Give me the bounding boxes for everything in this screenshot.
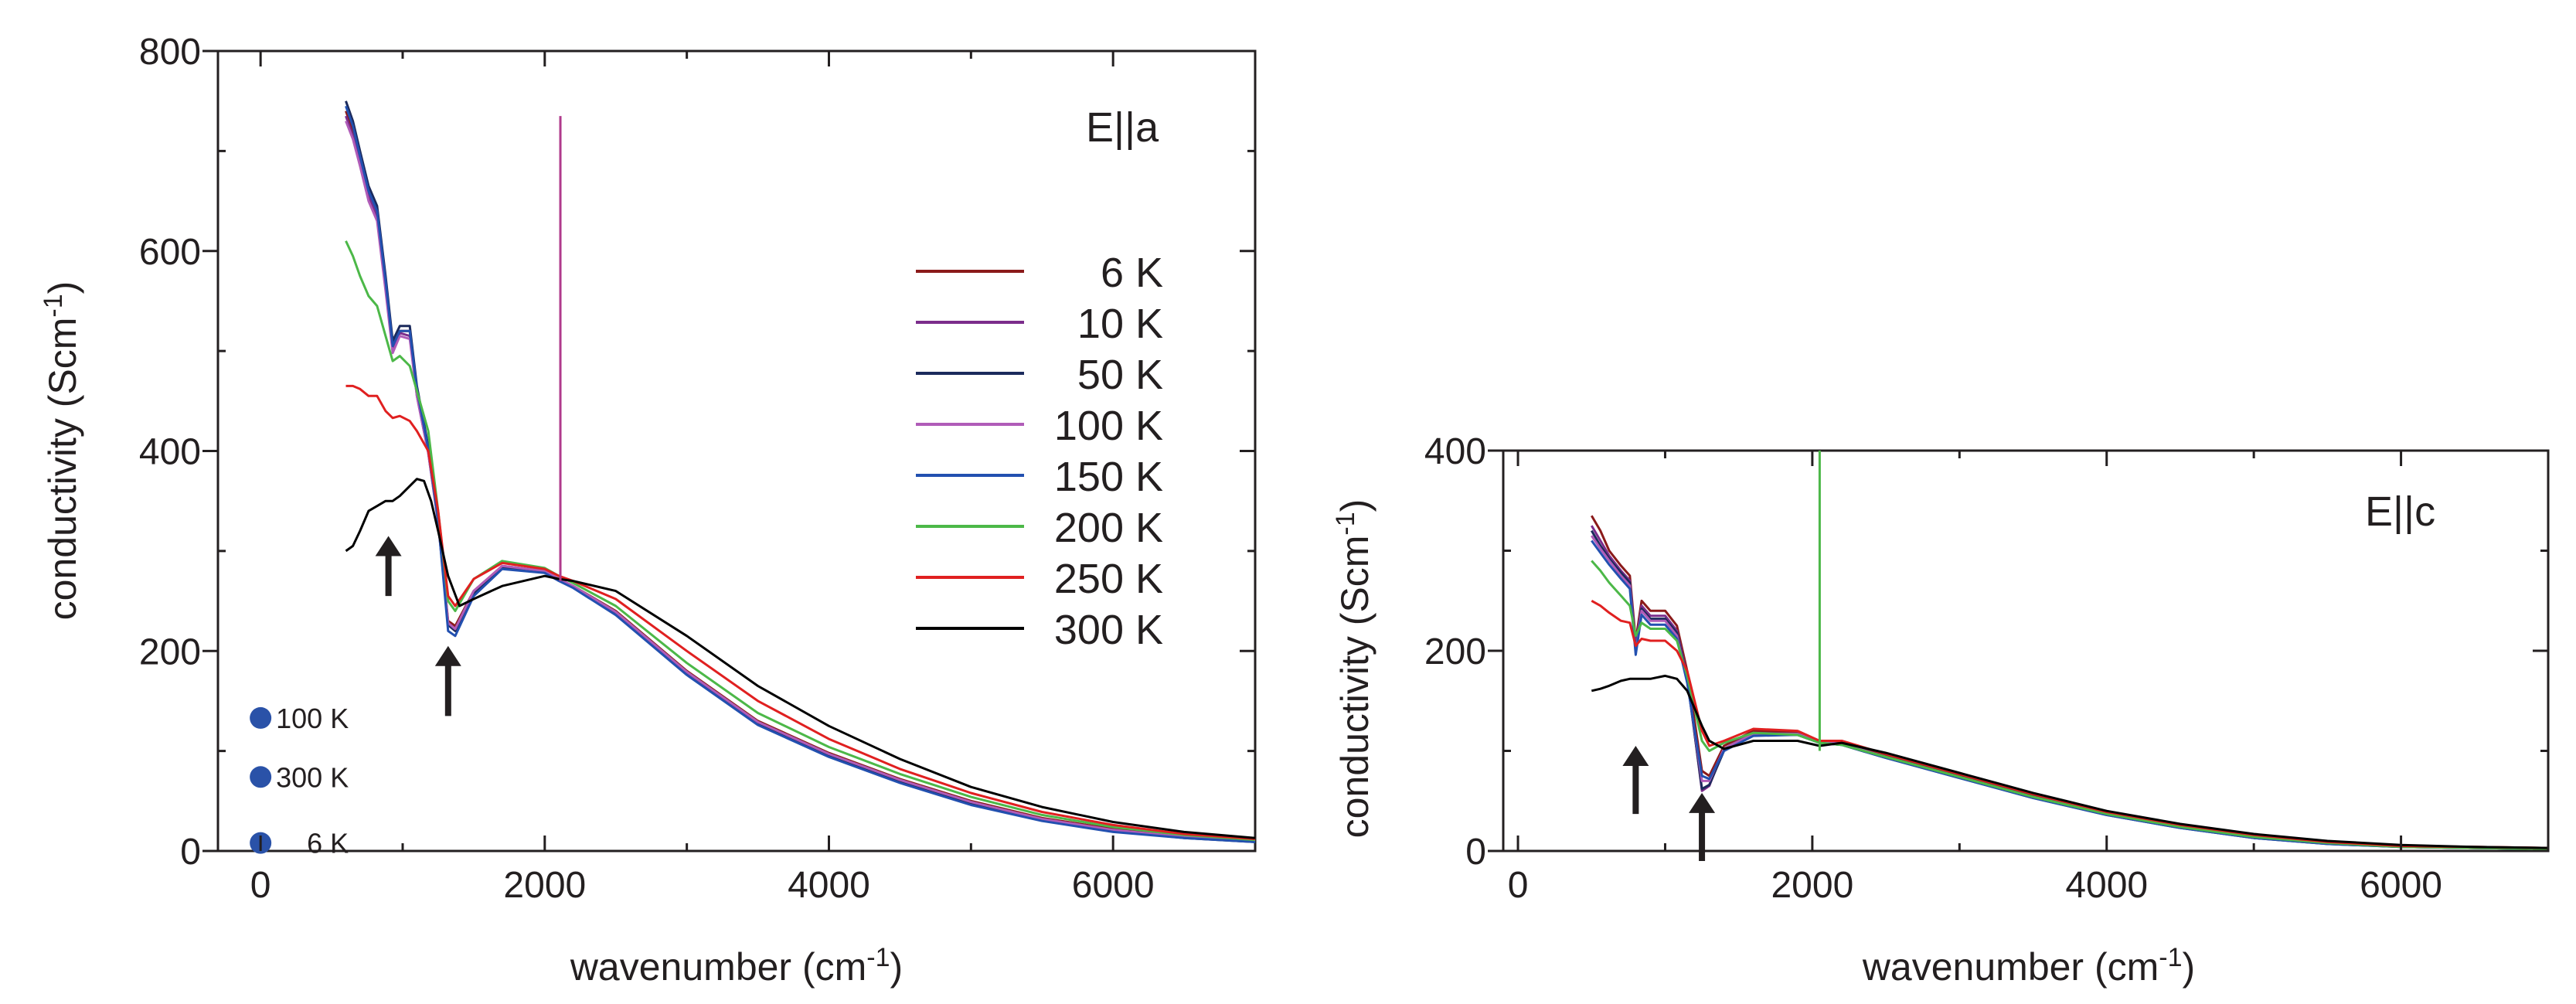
arrow-group — [1622, 746, 1716, 861]
x-tick-label: 0 — [250, 865, 271, 906]
x-axis-title: wavenumber (cm-1) — [570, 943, 903, 989]
x-tick-label: 2000 — [1771, 865, 1853, 906]
y-axis: 0 200 400 600 800 — [139, 32, 1255, 873]
dc-point-label: 300 K — [276, 761, 349, 793]
arrow-marker — [1622, 746, 1649, 815]
legend-label-250k: 250 K — [1054, 556, 1163, 602]
y-tick-label: 600 — [139, 232, 201, 273]
x-axis-title: wavenumber (cm-1) — [1862, 943, 2195, 989]
x-tick-label: 0 — [1508, 865, 1529, 906]
y-tick-label: 400 — [139, 432, 201, 473]
series-line-6k — [1591, 515, 2549, 849]
x-tick-label: 6000 — [1072, 865, 1155, 906]
panel-label: E||c — [2365, 488, 2435, 535]
y-tick-label: 200 — [1424, 631, 1486, 672]
legend-label-50k: 50 K — [1077, 352, 1163, 398]
y-axis-title: conductivity (Scm-1) — [39, 281, 84, 621]
y-tick-label: 0 — [180, 832, 201, 873]
x-axis: 0 2000 4000 6000 — [250, 51, 1257, 906]
dc-point-label: 100 K — [276, 703, 349, 734]
legend-label-10k: 10 K — [1077, 301, 1163, 347]
series-line-300k — [1591, 674, 2549, 849]
dc-point-marker — [250, 766, 272, 788]
y-tick-label: 200 — [139, 631, 201, 672]
arrow-marker — [375, 536, 402, 597]
y-tick-label: 0 — [1465, 832, 1486, 873]
chart-panel-e-parallel-a: 100 K 300 K 6 K 0 2000 4000 6000 0 200 400 600 80… — [39, 32, 1257, 989]
dc-conductivity-points: 100 K 300 K 6 K — [250, 703, 349, 859]
series-line-250k — [1591, 599, 2549, 849]
dc-point-label: 6 K — [307, 828, 349, 859]
y-axis: 0 200 400 — [1424, 431, 2548, 873]
arrow-marker — [434, 645, 461, 716]
series-line-250k — [345, 384, 1256, 840]
series-group — [345, 100, 1256, 843]
series-line-150k — [345, 105, 1256, 843]
x-tick-label: 4000 — [788, 865, 870, 906]
legend-label-200k: 200 K — [1054, 505, 1163, 551]
x-tick-label: 4000 — [2065, 865, 2148, 906]
series-line-300k — [345, 478, 1256, 839]
series-group — [1591, 515, 2549, 850]
x-tick-label: 6000 — [2360, 865, 2442, 906]
legend: 6 K 10 K 50 K 100 K 150 K 200 K 250 K 30… — [916, 250, 1163, 653]
dc-point-marker — [250, 706, 272, 729]
arrow-marker — [1689, 792, 1716, 861]
legend-label-100k: 100 K — [1054, 403, 1163, 449]
x-tick-label: 2000 — [503, 865, 586, 906]
legend-label-300k: 300 K — [1054, 607, 1163, 653]
chart-panel-e-parallel-c: 0 2000 4000 6000 0 200 400 E||c wavenumber (c… — [1331, 431, 2550, 989]
panel-label: E||a — [1086, 104, 1159, 151]
legend-label-6k: 6 K — [1101, 250, 1163, 296]
series-line-200k — [1591, 560, 2549, 850]
y-tick-label: 800 — [139, 32, 201, 73]
arrow-group — [375, 536, 461, 716]
series-line-10k — [1591, 525, 2549, 850]
series-line-100k — [345, 121, 1256, 842]
plot-frame — [216, 49, 1257, 853]
y-axis-title: conductivity (Scm-1) — [1331, 499, 1376, 839]
x-axis: 0 2000 4000 6000 — [1508, 451, 2550, 906]
y-tick-label: 400 — [1424, 431, 1486, 472]
legend-label-150k: 150 K — [1054, 454, 1163, 500]
